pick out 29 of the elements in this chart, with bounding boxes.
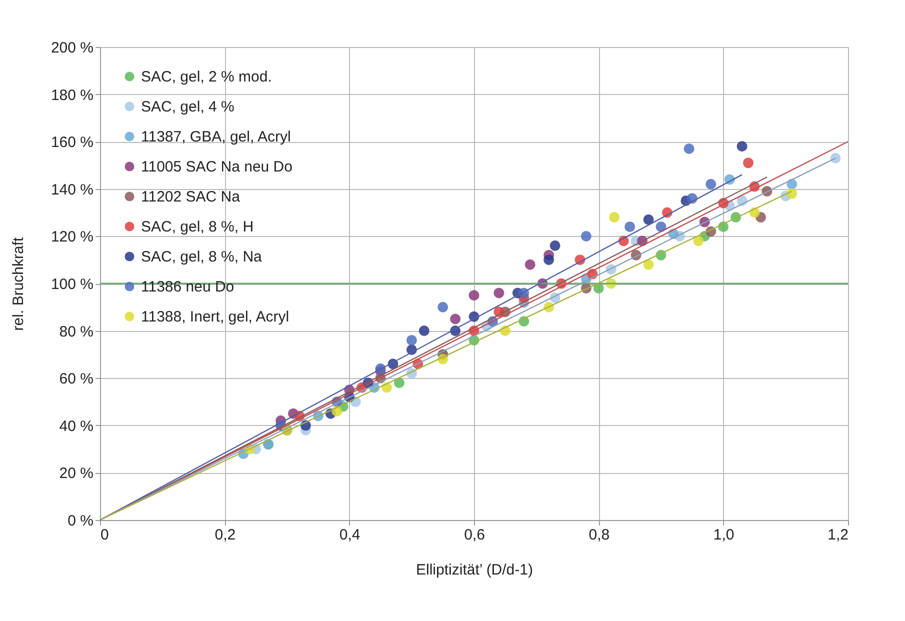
x-tick-label: 1,2 <box>828 526 848 544</box>
x-tick-label: 0 <box>100 526 109 544</box>
y-tick-label: 0 % <box>68 512 94 530</box>
legend-label: SAC, gel, 4 % <box>141 98 234 116</box>
y-tick-label: 100 % <box>50 276 94 293</box>
x-axis-title: Elliptizität’ (D/d-1) <box>416 562 533 578</box>
legend-label: SAC, gel, 2 % mod. <box>141 68 272 86</box>
y-axis-title: rel. Bruchkraft <box>10 236 27 331</box>
y-tick-label: 80 % <box>59 323 94 340</box>
y-tick-label: 200 % <box>50 40 94 56</box>
y-tick-label: 40 % <box>59 418 94 435</box>
legend-label: SAC, gel, 8 %, H <box>141 218 254 236</box>
y-tick-label: 180 % <box>50 86 94 104</box>
legend-label: 11387, GBA, gel, Acryl <box>141 128 291 146</box>
legend-label: 11202 SAC Na <box>141 188 241 206</box>
x-tick-label: 0,4 <box>339 526 360 544</box>
legend-label: SAC, gel, 8 %, Na <box>141 248 263 266</box>
y-tick-label: 60 % <box>59 370 94 388</box>
y-tick-label: 120 % <box>50 228 94 246</box>
x-tick-label: 0,8 <box>588 526 610 544</box>
x-tick-label: 0,2 <box>214 526 236 544</box>
x-tick-label: 0,6 <box>464 526 485 544</box>
x-tick-label: 1,0 <box>713 526 734 544</box>
legend-label: 11386 neu Do <box>141 278 234 296</box>
y-tick-label: 140 % <box>50 181 94 198</box>
y-tick-label: 160 % <box>50 134 94 152</box>
legend-label: 11388, Inert, gel, Acryl <box>141 308 290 326</box>
y-tick-label: 20 % <box>59 465 94 482</box>
legend-label: 11005 SAC Na neu Do <box>141 158 292 176</box>
